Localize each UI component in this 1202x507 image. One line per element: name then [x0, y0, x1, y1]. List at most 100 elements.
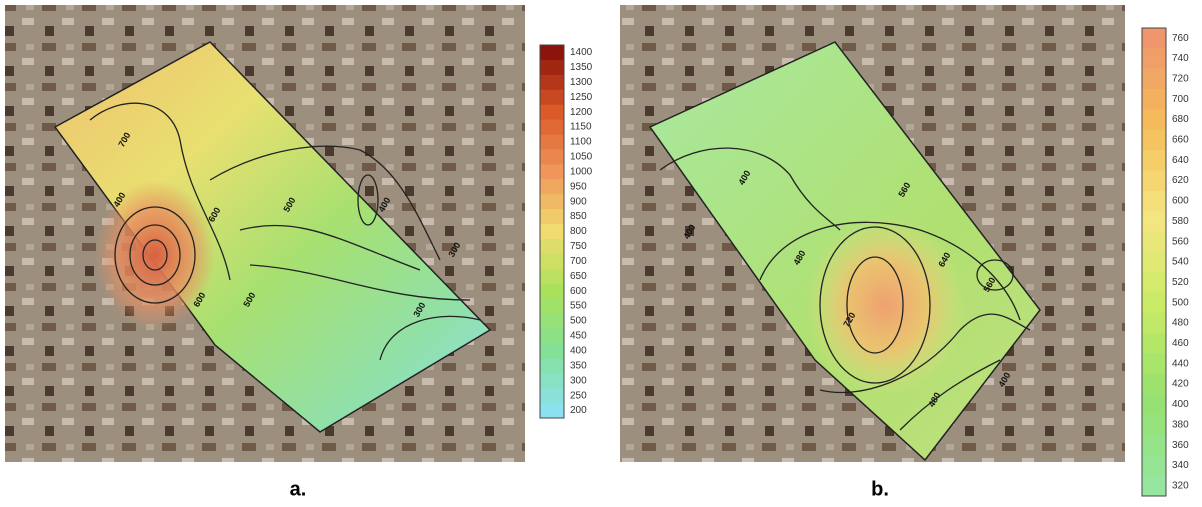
colorbar-swatch — [540, 45, 564, 60]
colorbar-label: 850 — [570, 211, 587, 222]
colorbar-swatch — [540, 314, 564, 329]
colorbar-label: 1250 — [570, 92, 593, 103]
colorbar-label: 1000 — [570, 166, 593, 177]
colorbar-label: 1050 — [570, 152, 593, 163]
panel-label: a. — [290, 478, 307, 500]
colorbar-label: 1350 — [570, 62, 593, 73]
colorbar-swatch — [1142, 354, 1166, 375]
colorbar-swatch — [540, 105, 564, 120]
colorbar-swatch — [540, 60, 564, 75]
colorbar-label: 650 — [570, 271, 587, 282]
colorbar-swatch — [540, 135, 564, 150]
colorbar-label: 460 — [1172, 338, 1189, 349]
colorbar-label: 900 — [570, 196, 587, 207]
colorbar-swatch — [1142, 89, 1166, 110]
colorbar-label: 380 — [1172, 419, 1189, 430]
colorbar-label: 740 — [1172, 53, 1189, 64]
colorbar-label: 400 — [570, 346, 587, 357]
colorbar-label: 1300 — [570, 77, 593, 88]
colorbar-swatch — [540, 328, 564, 343]
colorbar-label: 620 — [1172, 175, 1189, 186]
colorbar-label: 350 — [570, 360, 587, 371]
colorbar-label: 520 — [1172, 277, 1189, 288]
colorbar-swatch — [1142, 252, 1166, 273]
panel-label: b. — [871, 478, 889, 500]
colorbar-label: 250 — [570, 390, 587, 401]
figure: 700600500400300500600400300 140013501300… — [0, 0, 1202, 502]
colorbar-swatch — [1142, 170, 1166, 191]
colorbar-label: 750 — [570, 241, 587, 252]
colorbar-label: 200 — [570, 405, 587, 416]
colorbar-label: 360 — [1172, 440, 1189, 451]
colorbar-swatch — [1142, 272, 1166, 293]
colorbar-swatch — [1142, 191, 1166, 212]
colorbar-label: 560 — [1172, 236, 1189, 247]
colorbar-label: 1200 — [570, 107, 593, 118]
colorbar-label: 680 — [1172, 114, 1189, 125]
colorbar-label: 660 — [1172, 135, 1189, 146]
colorbar-swatch — [540, 299, 564, 314]
colorbar-swatch — [1142, 415, 1166, 436]
hot-spot — [805, 215, 965, 395]
colorbar-label: 600 — [1172, 196, 1189, 207]
colorbar-swatch — [1142, 394, 1166, 415]
colorbar-swatch — [1142, 48, 1166, 69]
colorbar-label: 500 — [570, 316, 587, 327]
colorbar-swatch — [540, 269, 564, 284]
colorbar-swatch — [540, 358, 564, 373]
colorbar-label: 1150 — [570, 122, 592, 133]
colorbar-label: 320 — [1172, 480, 1189, 491]
colorbar-swatch — [540, 164, 564, 179]
colorbar-swatch — [540, 194, 564, 209]
colorbar-swatch — [1142, 109, 1166, 130]
colorbar-swatch — [1142, 69, 1166, 90]
colorbar-label: 480 — [1172, 318, 1189, 329]
colorbar-label: 550 — [570, 301, 587, 312]
colorbar-label: 600 — [570, 286, 587, 297]
colorbar-label: 950 — [570, 181, 587, 192]
colorbar-swatch — [540, 403, 564, 418]
colorbar-swatch — [1142, 28, 1166, 49]
colorbar-label: 700 — [570, 256, 587, 267]
colorbar-label: 800 — [570, 226, 587, 237]
colorbar-swatch — [540, 149, 564, 164]
colorbar-swatch — [1142, 130, 1166, 151]
colorbar-label: 640 — [1172, 155, 1189, 166]
colorbar-swatch — [1142, 455, 1166, 476]
colorbar-label: 760 — [1172, 33, 1189, 44]
colorbar-label: 1400 — [570, 47, 593, 58]
colorbar-swatch — [540, 224, 564, 239]
colorbar-label: 440 — [1172, 358, 1189, 369]
colorbar-label: 300 — [570, 375, 587, 386]
colorbar-label: 580 — [1172, 216, 1189, 227]
colorbar-swatch — [540, 254, 564, 269]
colorbar-swatch — [540, 120, 564, 135]
colorbar-swatch — [540, 239, 564, 254]
colorbar-swatch — [540, 343, 564, 358]
colorbar-swatch — [540, 90, 564, 105]
colorbar-swatch — [1142, 231, 1166, 252]
colorbar-swatch — [540, 388, 564, 403]
colorbar-label: 340 — [1172, 460, 1189, 471]
colorbar-swatch — [1142, 150, 1166, 171]
colorbar-swatch — [1142, 211, 1166, 232]
colorbar-swatch — [540, 75, 564, 90]
colorbar-swatch — [540, 179, 564, 194]
colorbar-label: 720 — [1172, 74, 1189, 85]
colorbar-swatch — [1142, 435, 1166, 456]
colorbar-swatch — [540, 284, 564, 299]
colorbar-label: 540 — [1172, 257, 1189, 268]
colorbar-label: 450 — [570, 331, 587, 342]
colorbar-swatch — [1142, 293, 1166, 314]
colorbar-swatch — [540, 209, 564, 224]
colorbar-swatch — [1142, 374, 1166, 395]
colorbar-label: 400 — [1172, 399, 1189, 410]
colorbar-label: 420 — [1172, 379, 1189, 390]
colorbar-label: 1100 — [570, 137, 592, 148]
colorbar-label: 500 — [1172, 297, 1189, 308]
colorbar-swatch — [540, 373, 564, 388]
colorbar-swatch — [1142, 313, 1166, 334]
colorbar-swatch — [1142, 333, 1166, 354]
colorbar-swatch — [1142, 476, 1166, 497]
